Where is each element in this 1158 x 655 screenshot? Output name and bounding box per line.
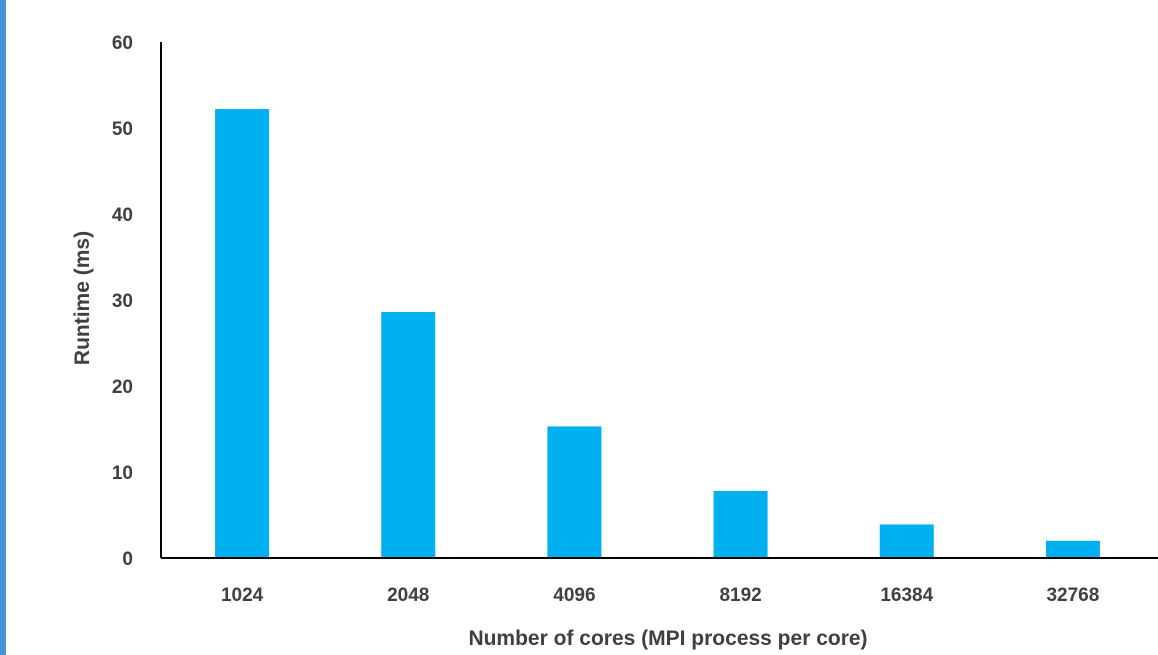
y-tick-label: 30 xyxy=(112,291,133,312)
y-axis-ticks: 0 10 20 30 40 50 60 xyxy=(112,33,133,570)
x-tick-label: 16384 xyxy=(880,585,933,606)
bar-32768 xyxy=(1045,540,1100,558)
bar-4096 xyxy=(547,426,602,558)
bar-1024 xyxy=(215,109,270,558)
bars xyxy=(215,109,1100,558)
y-tick-label: 50 xyxy=(112,119,133,140)
x-tick-label: 1024 xyxy=(221,585,264,606)
x-axis-title: Number of cores (MPI process per core) xyxy=(468,627,867,650)
y-axis-title: Runtime (ms) xyxy=(71,231,94,365)
y-tick-label: 40 xyxy=(112,205,133,226)
y-tick-label: 20 xyxy=(112,377,133,398)
x-tick-label: 2048 xyxy=(387,585,429,606)
left-accent-bar xyxy=(0,0,6,655)
x-tick-label: 4096 xyxy=(553,585,595,606)
x-axis-ticks: 1024 2048 4096 8192 16384 32768 xyxy=(221,585,1099,606)
y-tick-label: 0 xyxy=(122,549,133,570)
x-tick-label: 8192 xyxy=(719,585,761,606)
bar-2048 xyxy=(381,312,436,558)
bar-8192 xyxy=(713,490,768,558)
x-tick-label: 32768 xyxy=(1046,585,1099,606)
bar-16384 xyxy=(879,524,934,558)
y-tick-label: 10 xyxy=(112,463,133,484)
y-tick-label: 60 xyxy=(112,33,133,54)
